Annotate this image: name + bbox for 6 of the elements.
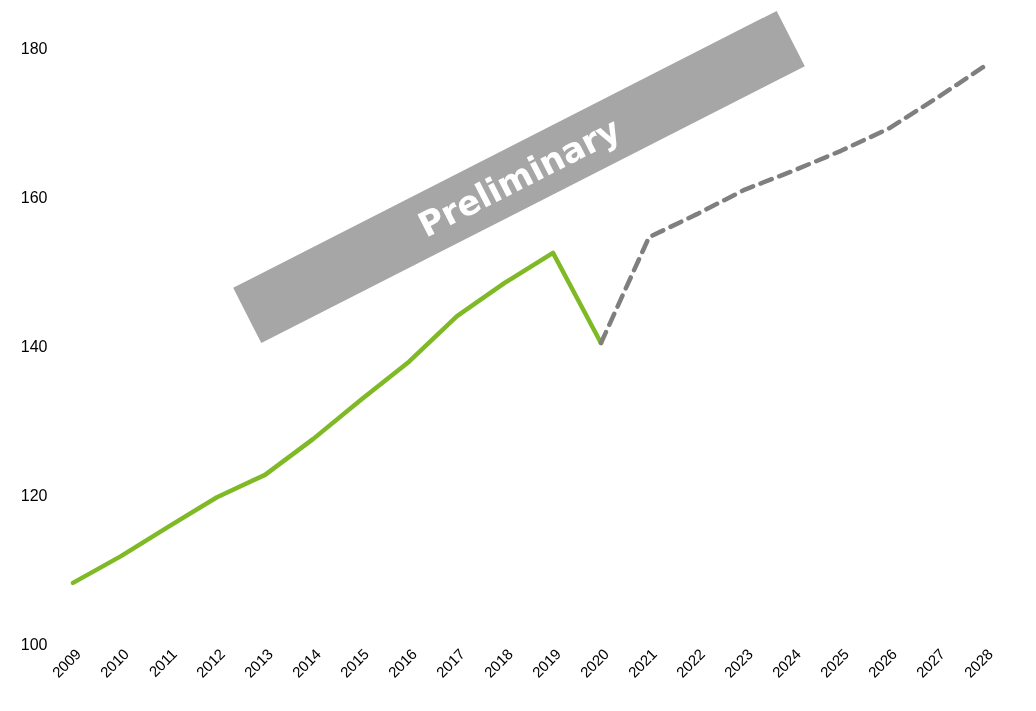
y-tick-label: 160 xyxy=(20,188,48,206)
y-tick-label: 180 xyxy=(20,39,48,57)
line-series xyxy=(70,250,604,586)
y-tick-label: 100 xyxy=(20,635,48,653)
y-tick-label: 140 xyxy=(20,337,48,355)
y-tick-label: 120 xyxy=(20,486,48,504)
